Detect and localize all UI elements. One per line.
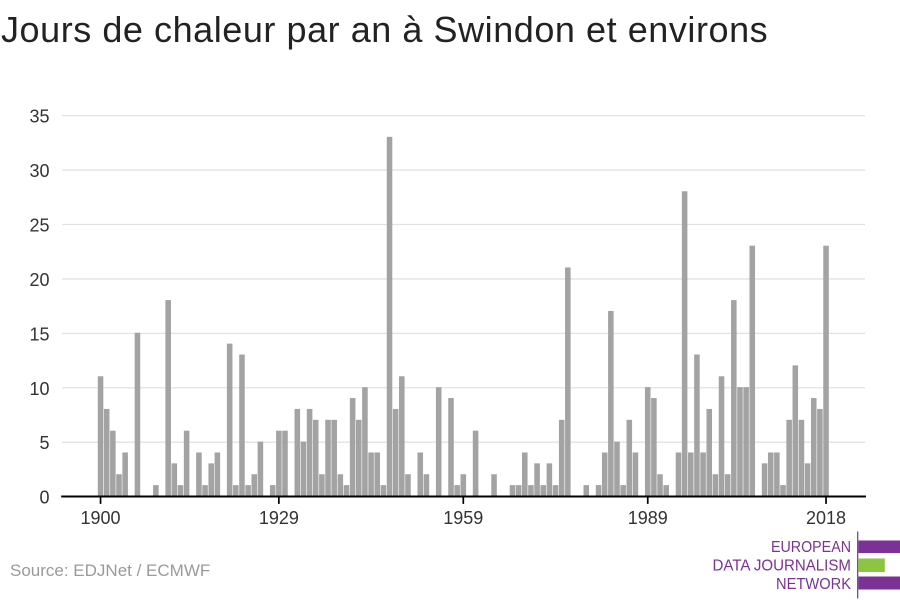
svg-text:25: 25 [29, 216, 49, 236]
svg-text:1929: 1929 [259, 508, 299, 528]
svg-text:0: 0 [39, 488, 49, 508]
svg-text:20: 20 [29, 270, 49, 290]
svg-text:15: 15 [29, 324, 49, 344]
svg-text:EUROPEAN: EUROPEAN [771, 539, 851, 556]
svg-text:30: 30 [29, 161, 49, 181]
svg-text:35: 35 [29, 107, 49, 127]
svg-text:NETWORK: NETWORK [776, 576, 852, 593]
svg-text:1900: 1900 [81, 508, 121, 528]
svg-text:5: 5 [39, 433, 49, 453]
svg-text:10: 10 [29, 379, 49, 399]
svg-text:DATA JOURNALISM: DATA JOURNALISM [713, 558, 852, 575]
svg-text:2018: 2018 [806, 508, 846, 528]
svg-text:1989: 1989 [628, 508, 668, 528]
svg-text:1959: 1959 [443, 508, 483, 528]
